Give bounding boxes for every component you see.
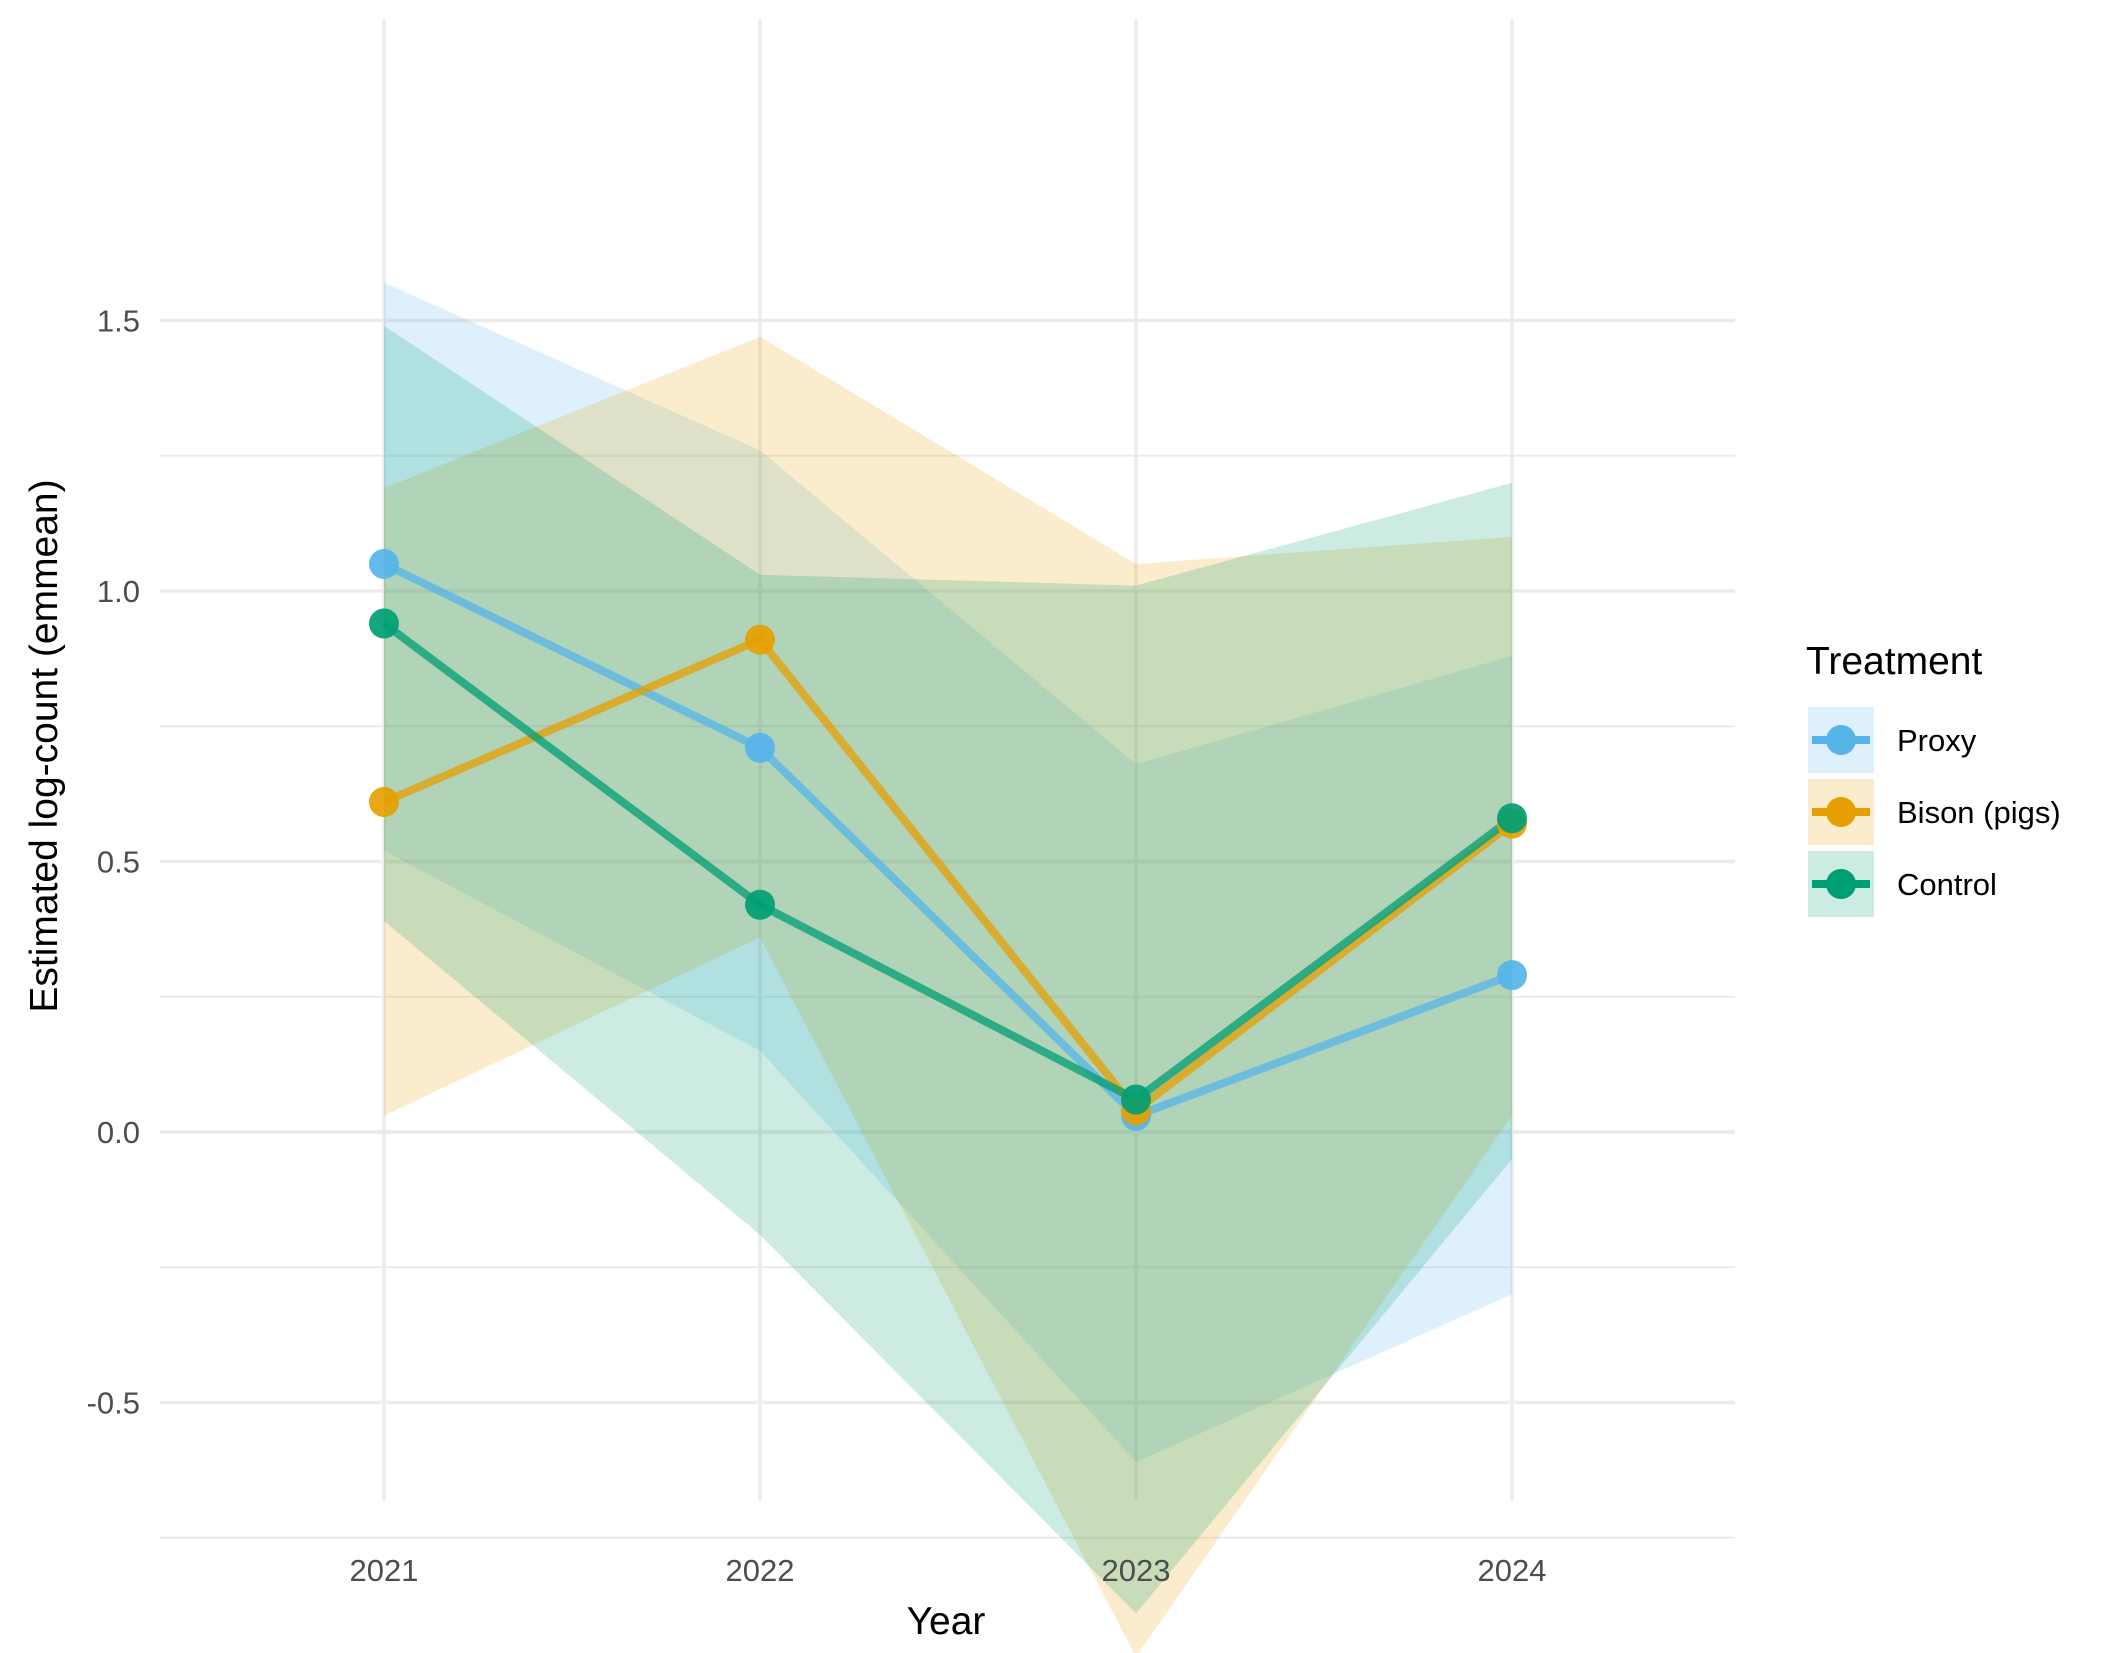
x-tick-label: 2024	[1478, 1553, 1547, 1588]
y-tick-label: 0.5	[97, 845, 140, 880]
point-control	[1497, 803, 1527, 834]
line-control	[381, 620, 1515, 1104]
y-axis-title: Estimated log-count (emmean)	[23, 479, 66, 1012]
x-axis-title: Year	[907, 1600, 986, 1643]
point-proxy	[369, 548, 399, 579]
series-points	[369, 548, 1527, 1131]
grid-minor	[160, 454, 1735, 1539]
confidence-ribbons	[384, 282, 1512, 1653]
x-axis-ticks: 2021 2022 2023 2024	[350, 1553, 1547, 1588]
legend-key-point	[1826, 725, 1856, 755]
legend: Treatment Proxy Bison (pigs) Control	[1806, 640, 2061, 917]
y-tick-label: 1.5	[97, 304, 140, 339]
point-proxy	[745, 732, 775, 763]
point-bison-pigs	[745, 624, 775, 655]
y-tick-label: 1.0	[97, 574, 140, 609]
point-control	[1121, 1084, 1151, 1115]
point-control	[745, 889, 775, 920]
line-bison-pigs	[382, 635, 1515, 1115]
legend-label: Proxy	[1897, 723, 1977, 758]
legend-keys: Proxy Bison (pigs) Control	[1808, 707, 2061, 917]
y-axis-ticks: -1.0-0.50.00.51.01.5	[87, 304, 140, 1421]
grid-major	[160, 20, 1735, 1500]
x-tick-label: 2023	[1102, 1553, 1171, 1588]
y-tick-label: 0.0	[97, 1115, 140, 1150]
legend-label: Bison (pigs)	[1897, 795, 2061, 830]
legend-label: Control	[1897, 867, 1997, 902]
ribbon-control	[384, 325, 1512, 1614]
legend-key-point	[1826, 869, 1856, 899]
point-proxy	[1497, 960, 1527, 991]
x-tick-label: 2021	[350, 1553, 419, 1588]
legend-key-point	[1826, 797, 1856, 827]
point-bison-pigs	[369, 786, 399, 817]
ribbon-bison-pigs	[384, 336, 1512, 1653]
legend-title: Treatment	[1806, 640, 1982, 683]
y-tick-label: -0.5	[87, 1386, 140, 1421]
point-control	[369, 608, 399, 639]
series-lines	[381, 560, 1515, 1120]
x-tick-label: 2022	[726, 1553, 795, 1588]
line-proxy	[382, 560, 1514, 1120]
